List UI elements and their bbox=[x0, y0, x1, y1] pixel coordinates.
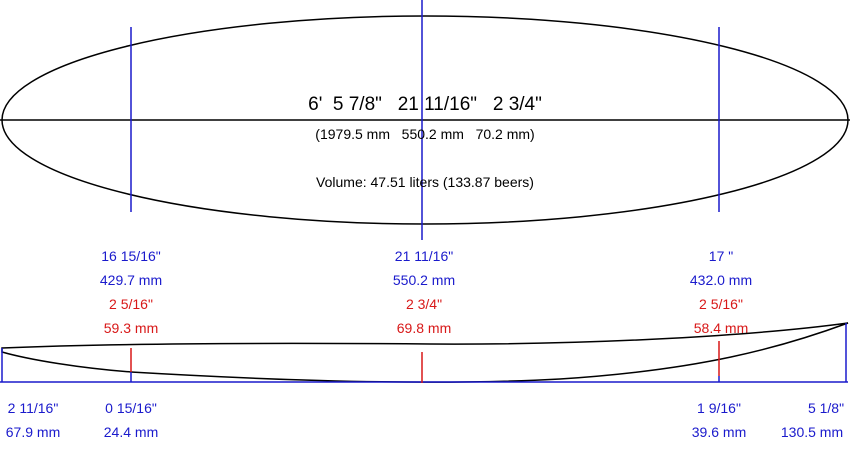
width-in: 16 15/16" bbox=[101, 248, 160, 264]
dimensions-mm: (1979.5 mm 550.2 mm 70.2 mm) bbox=[315, 126, 534, 142]
rocker-in: 1 9/16" bbox=[697, 400, 741, 416]
thickness-mm: 69.8 mm bbox=[397, 320, 451, 336]
rocker-in: 0 15/16" bbox=[105, 400, 157, 416]
profile bbox=[1, 322, 849, 383]
thickness-mm: 59.3 mm bbox=[104, 320, 158, 336]
thickness-in: 2 3/4" bbox=[406, 296, 442, 312]
width-in: 21 11/16" bbox=[395, 248, 453, 264]
rocker-in: 2 11/16" bbox=[8, 400, 59, 416]
thickness-in: 2 5/16" bbox=[109, 296, 153, 312]
rocker-mm: 39.6 mm bbox=[692, 424, 746, 440]
width-mm: 429.7 mm bbox=[100, 272, 162, 288]
thickness-in: 2 5/16" bbox=[699, 296, 743, 312]
rocker-in: 5 1/8" bbox=[808, 400, 844, 416]
thickness-mm: 58.4 mm bbox=[694, 320, 748, 336]
width-mm: 432.0 mm bbox=[690, 272, 752, 288]
width-mm: 550.2 mm bbox=[393, 272, 455, 288]
dimensions: 6' 5 7/8" 21 11/16" 2 3/4" bbox=[308, 94, 542, 115]
rocker-mm: 24.4 mm bbox=[104, 424, 158, 440]
rocker-mm: 67.9 mm bbox=[6, 424, 60, 440]
width-in: 17 " bbox=[709, 248, 733, 264]
rocker-mm: 130.5 mm bbox=[781, 424, 843, 440]
volume: Volume: 47.51 liters (133.87 beers) bbox=[316, 174, 534, 190]
